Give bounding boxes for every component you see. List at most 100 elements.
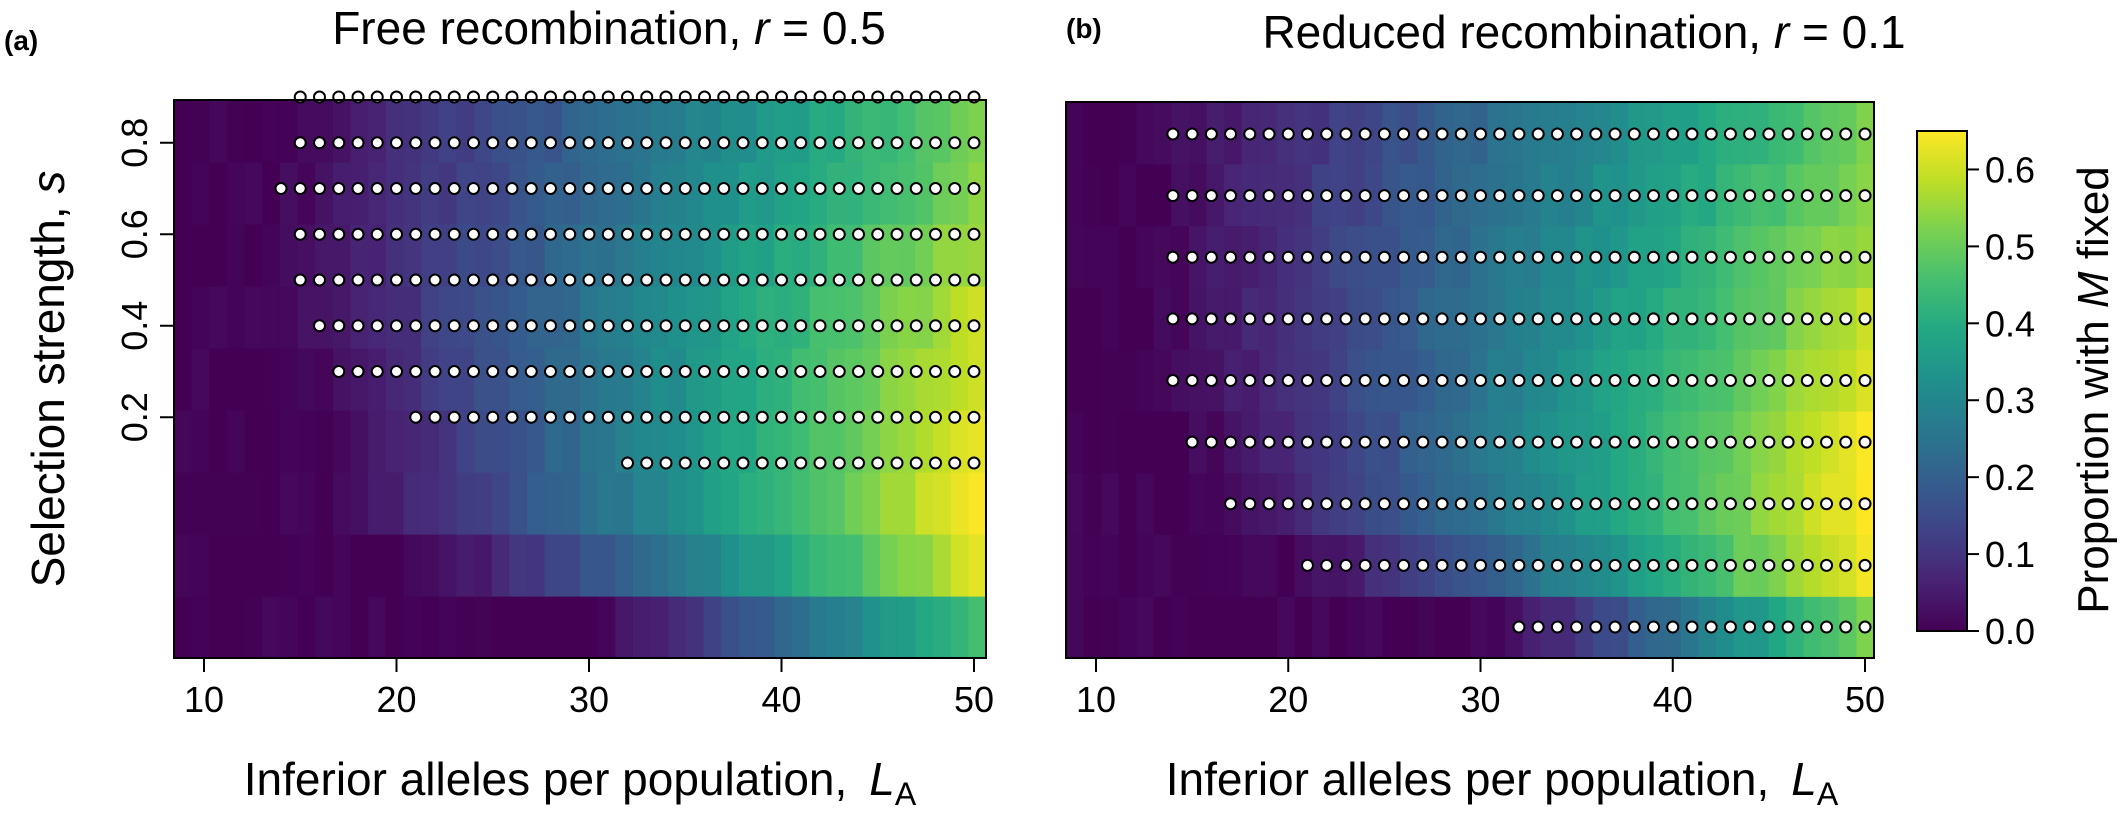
fixation-marker	[370, 182, 384, 195]
fixation-marker	[909, 410, 923, 424]
heatmap-cell	[297, 596, 316, 659]
fixation-marker	[1589, 620, 1603, 634]
heatmap-cell	[385, 596, 405, 659]
heatmap-cell	[897, 100, 916, 163]
heatmap-cell	[1224, 596, 1243, 659]
heatmap-cell	[244, 410, 263, 473]
fixation-marker	[1377, 312, 1391, 326]
fixation-marker	[1243, 312, 1257, 326]
heatmap-cell	[509, 100, 528, 163]
fixation-marker	[755, 365, 769, 378]
fixation-marker	[1647, 620, 1661, 634]
fixation-marker	[1358, 250, 1372, 264]
fixation-marker	[1608, 127, 1622, 141]
heatmap-cell	[791, 472, 811, 535]
fixation-marker	[1243, 250, 1257, 264]
fixation-marker	[1627, 189, 1641, 203]
heatmap-cell	[403, 472, 422, 535]
heatmap-cell	[368, 596, 387, 659]
heatmap-cell	[262, 348, 281, 411]
fixation-marker	[1839, 250, 1853, 264]
panel-b-fixation-markers	[1166, 127, 1872, 634]
heatmap-cell	[738, 162, 758, 225]
heatmap-cell	[1347, 472, 1366, 536]
x-tick-label: 40	[761, 679, 801, 720]
heatmap-cell	[703, 596, 722, 659]
fixation-marker	[1627, 620, 1641, 634]
heatmap-cell	[226, 162, 246, 225]
heatmap-cell	[244, 472, 263, 535]
fixation-marker	[1781, 497, 1795, 511]
fixation-marker	[813, 410, 827, 424]
fixation-marker	[678, 227, 692, 241]
fixation-marker	[794, 136, 808, 150]
heatmap-cell	[456, 348, 475, 411]
heatmap-cell	[844, 472, 864, 535]
heatmap-cell	[1786, 410, 1805, 474]
heatmap-cell	[244, 100, 263, 163]
fixation-marker	[1839, 558, 1853, 572]
heatmap-cell	[1557, 349, 1576, 412]
heatmap-cell	[615, 100, 634, 163]
fixation-marker	[736, 136, 750, 150]
fixation-marker	[582, 365, 596, 378]
fixation-marker	[678, 136, 692, 150]
heatmap-cell	[738, 534, 758, 597]
fixation-marker	[832, 136, 846, 150]
fixation-marker	[1281, 312, 1295, 326]
heatmap-cell	[580, 596, 599, 659]
fixation-marker	[409, 182, 423, 195]
fixation-marker	[1339, 497, 1353, 511]
heatmap-cell	[915, 596, 934, 659]
fixation-marker	[467, 227, 480, 241]
fixation-marker	[1435, 497, 1449, 511]
heatmap-cell	[297, 162, 316, 225]
heatmap-cell	[1364, 472, 1383, 536]
fixation-marker	[1435, 374, 1449, 387]
fixation-marker	[1839, 312, 1853, 326]
heatmap-cell	[527, 534, 546, 597]
heatmap-cell	[1557, 287, 1576, 350]
fixation-marker	[640, 273, 654, 287]
heatmap-cell	[703, 410, 722, 473]
heatmap-cell	[1575, 596, 1594, 659]
fixation-marker	[467, 365, 480, 378]
fixation-marker	[717, 365, 731, 378]
fixation-marker	[447, 227, 461, 241]
heatmap-cell	[1171, 102, 1190, 165]
fixation-marker	[1243, 497, 1257, 511]
fixation-marker	[332, 273, 346, 287]
heatmap-cell	[1136, 472, 1155, 536]
fixation-marker	[544, 365, 557, 378]
fixation-marker	[1762, 558, 1776, 572]
heatmap-cell	[827, 286, 846, 349]
fixation-marker	[1262, 189, 1276, 203]
fixation-marker	[1666, 312, 1680, 326]
fixation-marker	[1339, 312, 1353, 326]
fixation-marker	[1550, 374, 1564, 387]
fixation-marker	[1377, 497, 1391, 511]
heatmap-cell	[809, 100, 828, 163]
fixation-marker	[1570, 189, 1584, 203]
fixation-marker	[1531, 435, 1545, 449]
heatmap-cell	[244, 596, 263, 659]
heatmap-cell	[1768, 163, 1787, 227]
fixation-marker	[1839, 189, 1853, 203]
fixation-marker	[1839, 374, 1853, 387]
fixation-marker	[1762, 250, 1776, 264]
heatmap-cell	[174, 534, 193, 597]
fixation-marker	[293, 227, 307, 241]
fixation-marker	[544, 182, 557, 195]
fixation-marker	[486, 319, 500, 333]
fixation-marker	[1858, 620, 1872, 634]
heatmap-cell	[668, 534, 687, 597]
heatmap-cell	[509, 348, 528, 411]
fixation-marker	[370, 319, 384, 333]
x-tick-label: 20	[376, 679, 416, 720]
heatmap-cell	[1171, 472, 1190, 536]
fixation-marker	[967, 319, 981, 333]
heatmap-cell	[968, 472, 987, 535]
heatmap-cell	[774, 286, 793, 349]
fixation-marker	[755, 319, 769, 333]
heatmap-cell	[1557, 596, 1576, 659]
